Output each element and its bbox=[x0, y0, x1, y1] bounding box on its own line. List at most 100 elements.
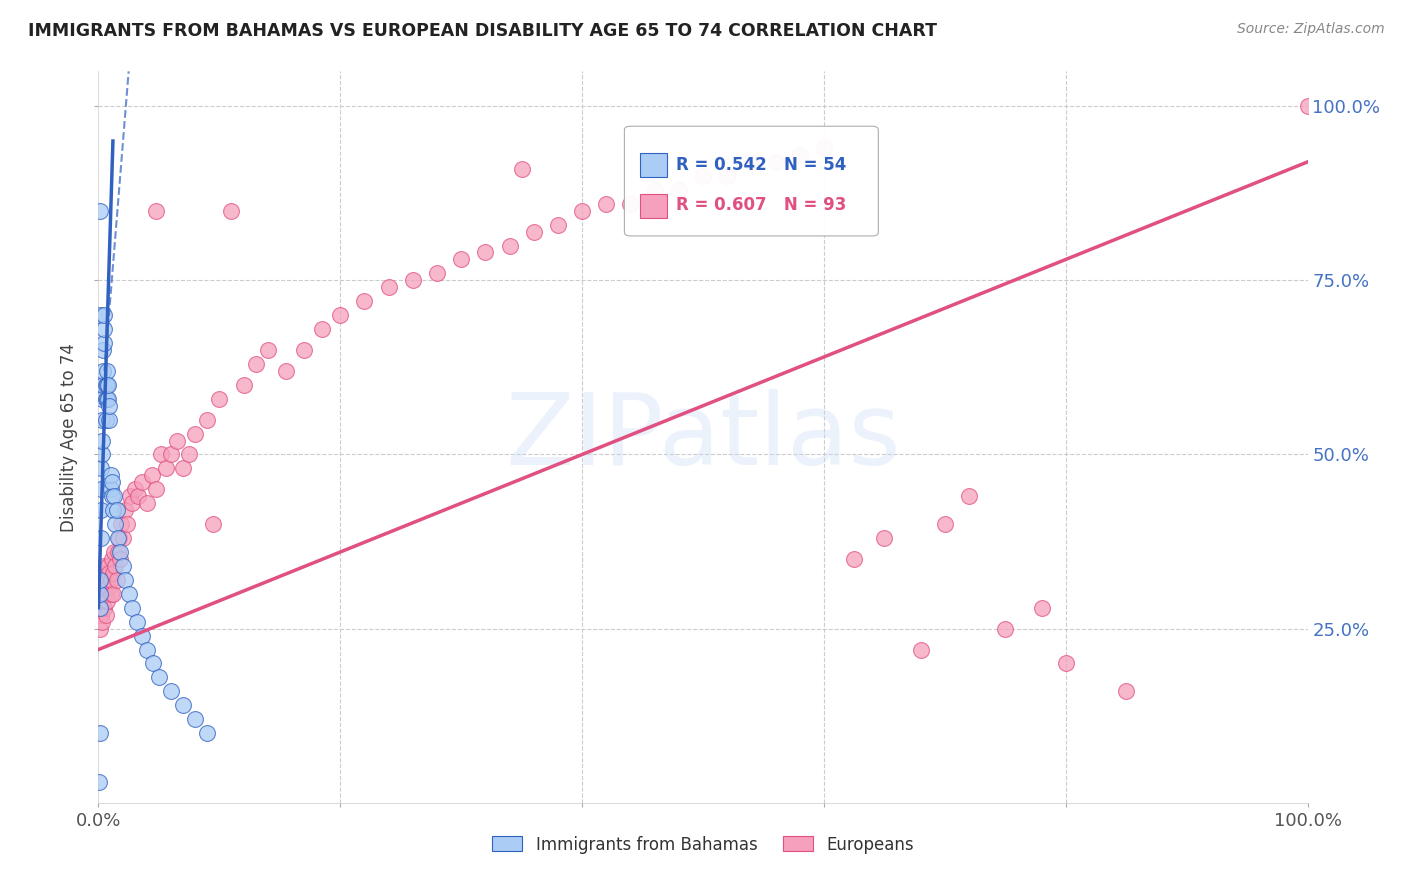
Point bbox=[221, 203, 243, 218]
Point bbox=[740, 155, 762, 169]
Point bbox=[96, 594, 118, 608]
Point bbox=[93, 600, 115, 615]
Point bbox=[994, 622, 1017, 636]
Point bbox=[426, 266, 449, 280]
Point bbox=[195, 726, 218, 740]
Point bbox=[510, 161, 533, 176]
Point bbox=[127, 489, 149, 503]
Point bbox=[101, 566, 124, 580]
Point bbox=[93, 580, 115, 594]
Point bbox=[90, 503, 112, 517]
Y-axis label: Disability Age 65 to 74: Disability Age 65 to 74 bbox=[60, 343, 79, 532]
FancyBboxPatch shape bbox=[624, 126, 879, 235]
Point bbox=[93, 322, 115, 336]
Point bbox=[402, 273, 425, 287]
Point bbox=[160, 684, 183, 698]
Point bbox=[166, 434, 188, 448]
Point bbox=[595, 196, 617, 211]
Point bbox=[148, 670, 170, 684]
Point bbox=[91, 392, 114, 406]
Point bbox=[93, 558, 115, 573]
Point bbox=[101, 587, 124, 601]
Point bbox=[90, 587, 112, 601]
Point bbox=[844, 552, 866, 566]
Point bbox=[184, 712, 207, 726]
FancyBboxPatch shape bbox=[640, 153, 666, 178]
Point bbox=[141, 468, 163, 483]
Point bbox=[124, 483, 146, 497]
Point bbox=[179, 448, 201, 462]
Point bbox=[100, 587, 122, 601]
Point bbox=[160, 448, 183, 462]
Point bbox=[121, 600, 143, 615]
Point bbox=[184, 426, 207, 441]
Point bbox=[107, 531, 129, 545]
Point bbox=[100, 475, 122, 490]
Point bbox=[111, 531, 134, 545]
Point bbox=[97, 392, 120, 406]
Point bbox=[256, 343, 278, 357]
Point bbox=[104, 558, 127, 573]
Point bbox=[89, 587, 111, 601]
Point bbox=[93, 336, 115, 351]
Point bbox=[111, 558, 134, 573]
Point bbox=[311, 322, 333, 336]
Point bbox=[644, 183, 666, 197]
Point bbox=[91, 364, 114, 378]
Point bbox=[668, 183, 690, 197]
Point bbox=[91, 615, 114, 629]
Point bbox=[91, 448, 114, 462]
Point bbox=[910, 642, 932, 657]
Text: R = 0.607   N = 93: R = 0.607 N = 93 bbox=[676, 196, 846, 214]
Point bbox=[104, 517, 127, 532]
Point bbox=[90, 461, 112, 475]
Point bbox=[934, 517, 956, 532]
Point bbox=[100, 468, 122, 483]
Point bbox=[89, 203, 111, 218]
Point bbox=[232, 377, 254, 392]
Point bbox=[97, 580, 120, 594]
Point bbox=[789, 148, 811, 162]
Point bbox=[91, 573, 114, 587]
Point bbox=[96, 392, 118, 406]
Point bbox=[145, 483, 167, 497]
Point bbox=[89, 726, 111, 740]
Point bbox=[90, 566, 112, 580]
Point bbox=[97, 558, 120, 573]
Point bbox=[329, 308, 352, 322]
Point bbox=[98, 566, 121, 580]
Point bbox=[195, 412, 218, 426]
Point bbox=[716, 169, 738, 183]
Point bbox=[105, 573, 128, 587]
Point bbox=[100, 573, 122, 587]
Point bbox=[91, 587, 114, 601]
Point bbox=[121, 496, 143, 510]
Point bbox=[274, 364, 297, 378]
Point bbox=[172, 461, 194, 475]
Point bbox=[101, 503, 124, 517]
Point bbox=[813, 141, 835, 155]
Point bbox=[1296, 99, 1319, 113]
Point bbox=[135, 642, 157, 657]
Point bbox=[172, 698, 194, 713]
Point bbox=[94, 607, 117, 622]
Point bbox=[118, 587, 141, 601]
Point bbox=[474, 245, 496, 260]
Point bbox=[100, 489, 122, 503]
Point bbox=[89, 600, 111, 615]
Point bbox=[103, 545, 125, 559]
Point bbox=[765, 155, 787, 169]
Point bbox=[547, 218, 569, 232]
Point bbox=[1031, 600, 1053, 615]
Point bbox=[94, 377, 117, 392]
Point bbox=[91, 434, 114, 448]
Point bbox=[523, 225, 546, 239]
Point bbox=[90, 607, 112, 622]
Point bbox=[619, 196, 641, 211]
Point bbox=[131, 475, 153, 490]
Point bbox=[377, 280, 399, 294]
Point bbox=[89, 573, 111, 587]
Point bbox=[142, 657, 165, 671]
Point bbox=[91, 600, 114, 615]
Point bbox=[96, 377, 118, 392]
